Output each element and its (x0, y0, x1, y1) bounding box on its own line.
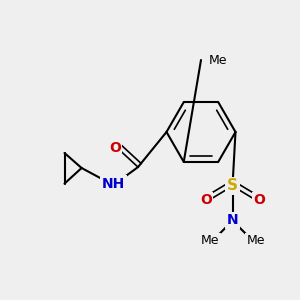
Text: Me: Me (201, 234, 219, 247)
Text: Me: Me (208, 53, 227, 67)
Text: N: N (227, 214, 238, 227)
Text: S: S (227, 178, 238, 194)
Text: Me: Me (246, 234, 265, 247)
Text: O: O (200, 193, 212, 207)
Text: NH: NH (102, 177, 125, 190)
Text: O: O (109, 142, 121, 155)
Text: O: O (253, 193, 265, 207)
